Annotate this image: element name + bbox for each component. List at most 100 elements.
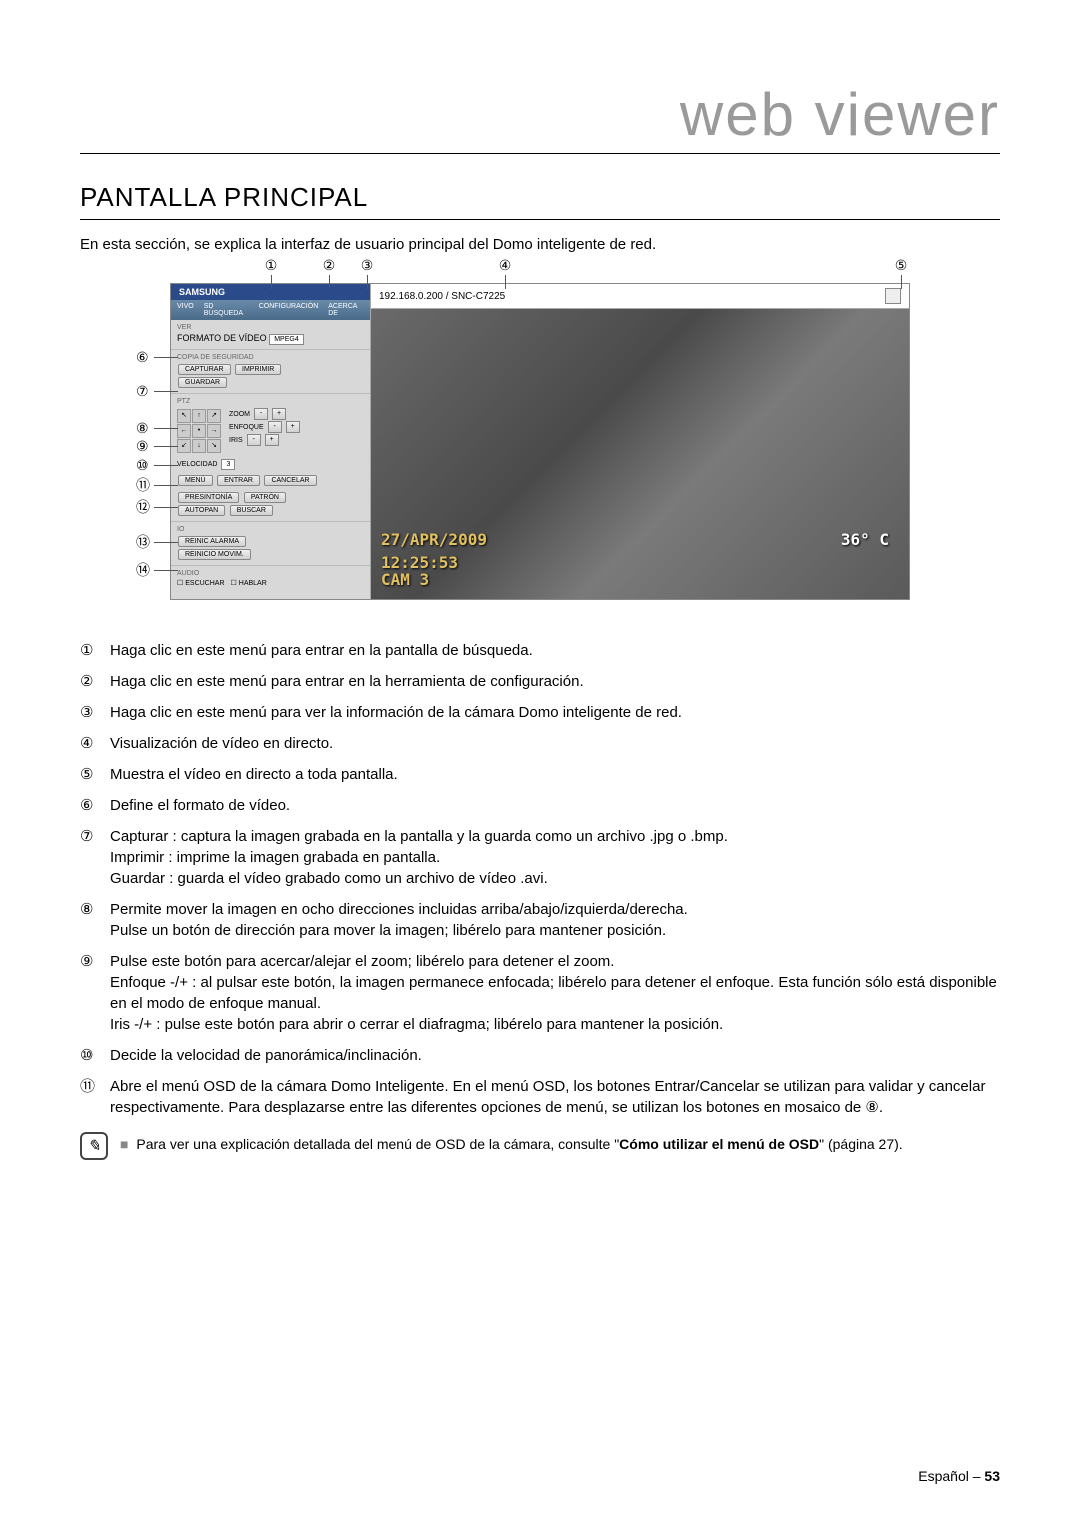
- note: ✎ ■ Para ver una explicación detallada d…: [80, 1132, 1000, 1160]
- hablar-checkbox[interactable]: ☐ HABLAR: [231, 579, 267, 587]
- footer-lang: Español –: [918, 1468, 980, 1484]
- list-item-text: Permite mover la imagen en ocho direccio…: [110, 899, 688, 941]
- autopan-button[interactable]: AUTOPAN: [178, 505, 225, 516]
- panel-io: IO REINIC ALARMA REINICIO MOVIM.: [171, 522, 370, 566]
- reinic-alarma-button[interactable]: REINIC ALARMA: [178, 536, 246, 547]
- callout-7: ⑦: [136, 377, 150, 405]
- list-item: ⑩Decide la velocidad de panorámica/incli…: [80, 1045, 1000, 1066]
- list-item: ⑧Permite mover la imagen en ocho direcci…: [80, 899, 1000, 941]
- callout-6: ⑥: [136, 343, 150, 371]
- patron-button[interactable]: PATRÓN: [244, 492, 286, 503]
- list-item-text: Haga clic en este menú para entrar en la…: [110, 671, 584, 692]
- callout-4: ④: [496, 257, 514, 274]
- page-header: web viewer: [80, 80, 1000, 154]
- callout-9: ⑨: [136, 437, 150, 455]
- capturar-button[interactable]: CAPTURAR: [178, 364, 231, 375]
- velocidad-select[interactable]: 3: [221, 459, 235, 470]
- buscar-button[interactable]: BUSCAR: [230, 505, 273, 516]
- menu-button[interactable]: MENÚ: [178, 475, 213, 486]
- callout-2: ②: [320, 257, 338, 274]
- tab-acerca[interactable]: ACERCA DE: [328, 303, 364, 317]
- zoom-minus[interactable]: -: [254, 408, 268, 420]
- panel-audio-title: AUDIO: [177, 570, 364, 577]
- list-item-text: Define el formato de vídeo.: [110, 795, 290, 816]
- zoom-label: ZOOM: [229, 411, 250, 418]
- callout-14: ⑭: [136, 559, 150, 581]
- callout-1: ①: [262, 257, 280, 274]
- list-item: ⑪Abre el menú OSD de la cámara Domo Inte…: [80, 1076, 1000, 1118]
- list-item: ⑦Capturar : captura la imagen grabada en…: [80, 826, 1000, 889]
- ptz-c[interactable]: •: [192, 424, 206, 438]
- presintonia-button[interactable]: PRESINTONÍA: [178, 492, 239, 503]
- list-item-text: Haga clic en este menú para entrar en la…: [110, 640, 533, 661]
- panel-audio: AUDIO ☐ ESCUCHAR ☐ HABLAR: [171, 566, 370, 591]
- iris-plus[interactable]: +: [265, 434, 279, 446]
- list-item: ⑨Pulse este botón para acercar/alejar el…: [80, 951, 1000, 1035]
- ptz-n[interactable]: ↑: [192, 409, 206, 423]
- note-suffix: " (página 27).: [819, 1136, 903, 1152]
- ptz-directional-pad[interactable]: ↖↑↗ ←•→ ↙↓↘: [177, 409, 221, 453]
- escuchar-label: ESCUCHAR: [185, 580, 224, 587]
- panel-ver: VER FORMATO DE VÍDEO MPEG4: [171, 320, 370, 350]
- tab-config[interactable]: CONFIGURACIÓN: [259, 303, 319, 317]
- note-icon: ✎: [80, 1132, 108, 1160]
- main-area: 192.168.0.200 / SNC-C7225 27/APR/2009 12…: [371, 284, 909, 599]
- list-item-number: ⑧: [80, 899, 100, 941]
- ptz-nw[interactable]: ↖: [177, 409, 191, 423]
- list-item: ⑥Define el formato de vídeo.: [80, 795, 1000, 816]
- list-item: ②Haga clic en este menú para entrar en l…: [80, 671, 1000, 692]
- format-select[interactable]: MPEG4: [269, 334, 304, 345]
- escuchar-checkbox[interactable]: ☐ ESCUCHAR: [177, 579, 225, 587]
- list-item-number: ④: [80, 733, 100, 754]
- panel-ptz: PTZ ↖↑↗ ←•→ ↙↓↘ ZOOM-+ ENFOQUE-+ IRIS-+ …: [171, 394, 370, 522]
- imprimir-button[interactable]: IMPRIMIR: [235, 364, 281, 375]
- list-item-number: ①: [80, 640, 100, 661]
- osd-time-cam: 12:25:53 CAM 3: [381, 554, 458, 589]
- zoom-plus[interactable]: +: [272, 408, 286, 420]
- list-item-text: Muestra el vídeo en directo a toda panta…: [110, 764, 398, 785]
- guardar-button[interactable]: GUARDAR: [178, 377, 227, 388]
- intro-text: En esta sección, se explica la interfaz …: [80, 236, 1000, 253]
- description-list: ① Haga clic en este menú para entrar en l…: [80, 640, 1000, 1118]
- footer-page: 53: [984, 1468, 1000, 1484]
- fullscreen-button[interactable]: [885, 288, 901, 304]
- panel-backup-title: COPIA DE SEGURIDAD: [177, 354, 364, 361]
- iris-minus[interactable]: -: [247, 434, 261, 446]
- callout-11: ⑪: [136, 475, 150, 495]
- address-bar: 192.168.0.200 / SNC-C7225: [371, 284, 909, 309]
- focus-plus[interactable]: +: [286, 421, 300, 433]
- ptz-ne[interactable]: ↗: [207, 409, 221, 423]
- callouts-top: ① ② ③ ④ ⑤: [262, 257, 910, 274]
- enfoque-label: ENFOQUE: [229, 424, 264, 431]
- list-item-text: Capturar : captura la imagen grabada en …: [110, 826, 728, 889]
- list-item-number: ⑪: [80, 1076, 100, 1118]
- reinicio-movim-button[interactable]: REINICIO MOVIM.: [178, 549, 251, 560]
- ptz-sw[interactable]: ↙: [177, 439, 191, 453]
- nav-tabs[interactable]: VIVO SD BÚSQUEDA CONFIGURACIÓN ACERCA DE: [171, 300, 370, 320]
- video-viewport[interactable]: 27/APR/2009 12:25:53 CAM 3 36° C: [371, 309, 909, 599]
- list-item-number: ③: [80, 702, 100, 723]
- callout-12: ⑫: [136, 495, 150, 519]
- cancelar-button[interactable]: CANCELAR: [264, 475, 316, 486]
- entrar-button[interactable]: ENTRAR: [217, 475, 260, 486]
- callout-10: ⑩: [136, 455, 150, 475]
- ptz-e[interactable]: →: [207, 424, 221, 438]
- focus-minus[interactable]: -: [268, 421, 282, 433]
- tab-vivo[interactable]: VIVO: [177, 303, 194, 317]
- hablar-label: HABLAR: [239, 580, 267, 587]
- ptz-s[interactable]: ↓: [192, 439, 206, 453]
- section-title: PANTALLA PRINCIPAL: [80, 182, 1000, 220]
- list-item: ④ Visualización de vídeo en directo.: [80, 733, 1000, 754]
- ptz-w[interactable]: ←: [177, 424, 191, 438]
- osd-date: 27/APR/2009: [381, 530, 487, 549]
- list-item-text: Visualización de vídeo en directo.: [110, 733, 333, 754]
- tab-busqueda[interactable]: SD BÚSQUEDA: [204, 303, 249, 317]
- list-item-number: ⑤: [80, 764, 100, 785]
- list-item-number: ⑨: [80, 951, 100, 1035]
- callout-3: ③: [358, 257, 376, 274]
- list-item-number: ⑦: [80, 826, 100, 889]
- camera-address: 192.168.0.200 / SNC-C7225: [379, 291, 505, 302]
- note-bold: Cómo utilizar el menú de OSD: [619, 1136, 819, 1152]
- list-item: ⑤ Muestra el vídeo en directo a toda pant…: [80, 764, 1000, 785]
- ptz-se[interactable]: ↘: [207, 439, 221, 453]
